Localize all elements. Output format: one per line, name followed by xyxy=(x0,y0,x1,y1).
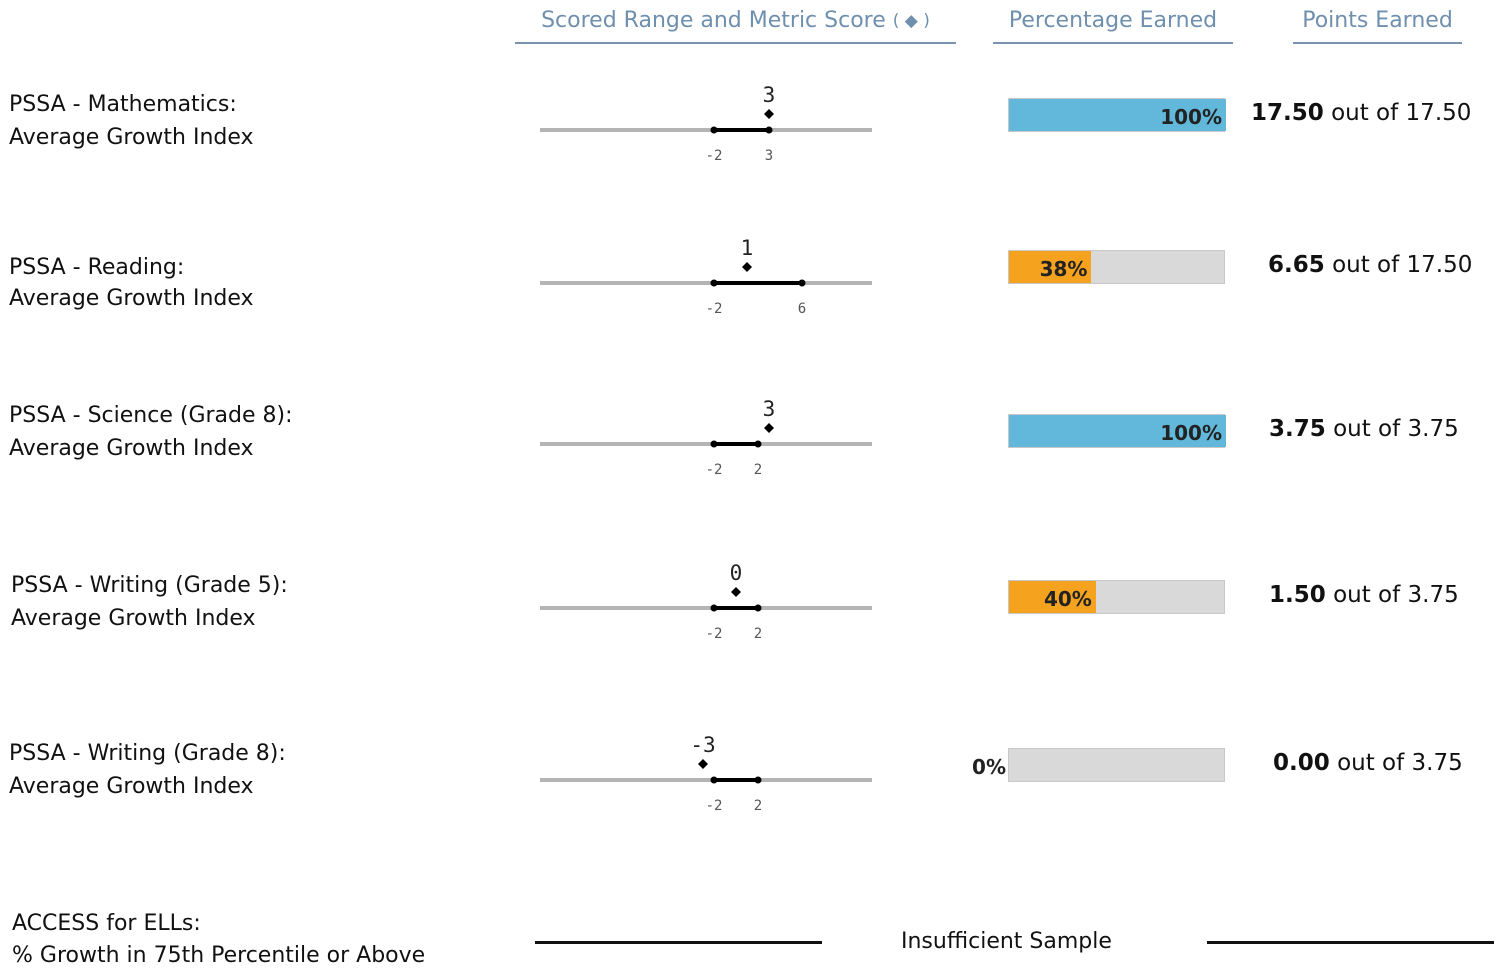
divider-line-right xyxy=(1207,941,1494,944)
header-scored-range: Scored Range and Metric Score ( ◆ ) xyxy=(515,4,956,44)
percentage-bar-fill xyxy=(1009,581,1096,613)
range-high-endpoint xyxy=(754,440,762,448)
points-earned: 1.50 out of 3.75 xyxy=(1269,582,1459,608)
points-earned-value: 6.65 xyxy=(1268,252,1325,278)
range-low-tick-label: -2 xyxy=(706,798,723,814)
diamond-legend-icon: ( ◆ ) xyxy=(892,11,930,31)
metric-score-diamond-icon xyxy=(698,759,708,769)
percentage-value: 100% xyxy=(1160,421,1222,445)
score-range-gauge: -2 3 3 xyxy=(0,75,1504,175)
header-points-earned: Points Earned xyxy=(1293,4,1462,44)
range-high-tick-label: 2 xyxy=(754,798,762,814)
score-range-gauge: -2 2 3 xyxy=(0,389,1504,489)
range-low-endpoint xyxy=(710,604,718,612)
range-high-tick-label: 3 xyxy=(765,148,773,164)
metric-score-diamond-icon xyxy=(731,587,741,597)
metric-name-line2: Average Growth Index xyxy=(9,436,254,461)
metric-score-label: 3 xyxy=(763,397,776,421)
points-out-of-text: out of xyxy=(1333,416,1401,442)
range-high-endpoint xyxy=(765,126,773,134)
score-range-gauge: -2 2 0 xyxy=(0,553,1504,653)
metric-score-diamond-icon xyxy=(764,423,774,433)
metric-name-line1: PSSA - Writing (Grade 5): xyxy=(11,573,288,598)
header-percentage-earned: Percentage Earned xyxy=(993,4,1233,44)
range-high-tick-label: 2 xyxy=(754,462,762,478)
points-out-of-text: out of xyxy=(1333,582,1401,608)
points-earned-value: 3.75 xyxy=(1269,416,1326,442)
points-possible-value: 17.50 xyxy=(1406,252,1473,278)
range-low-tick-label: -2 xyxy=(706,301,723,317)
metric-name-line2: Average Growth Index xyxy=(11,606,256,631)
range-low-tick-label: -2 xyxy=(706,148,723,164)
points-out-of-text: out of xyxy=(1337,750,1405,776)
metric-name-line1: PSSA - Reading: xyxy=(9,255,185,280)
score-range-gauge: -2 2 -3 xyxy=(0,725,1504,825)
range-high-endpoint xyxy=(754,776,762,784)
points-out-of-text: out of xyxy=(1332,252,1400,278)
range-low-endpoint xyxy=(710,776,718,784)
points-possible-value: 17.50 xyxy=(1405,100,1472,126)
metric-score-label: 1 xyxy=(741,236,754,260)
points-earned-value: 1.50 xyxy=(1269,582,1326,608)
metric-name-line2: Average Growth Index xyxy=(9,125,254,150)
metric-score-label: -3 xyxy=(690,733,715,757)
metric-score-diamond-icon xyxy=(742,262,752,272)
range-low-tick-label: -2 xyxy=(706,462,723,478)
metric-name-line2: Average Growth Index xyxy=(9,286,254,311)
gauge-svg: -2 6 1 xyxy=(540,236,872,317)
metric-name-line1: ACCESS for ELLs: xyxy=(12,911,201,936)
percentage-bar: 100% xyxy=(1008,414,1226,448)
range-low-endpoint xyxy=(710,440,718,448)
gauge-svg: -2 2 0 xyxy=(540,561,872,642)
points-earned: 6.65 out of 17.50 xyxy=(1268,252,1472,278)
percentage-value: 38% xyxy=(1039,257,1088,281)
percentage-bar-fill xyxy=(1009,99,1226,131)
gauge-svg: -2 2 -3 xyxy=(540,733,872,814)
range-high-tick-label: 6 xyxy=(798,301,806,317)
percentage-bar: 100% xyxy=(1008,98,1226,132)
range-high-tick-label: 2 xyxy=(754,626,762,642)
percentage-bar-fill xyxy=(1009,415,1226,447)
range-low-endpoint xyxy=(710,279,718,287)
percentage-bar: 0% xyxy=(972,748,1225,782)
gauge-svg: -2 3 3 xyxy=(540,83,872,164)
percentage-value: 40% xyxy=(1043,587,1092,611)
metric-score-label: 0 xyxy=(730,561,743,585)
points-possible-value: 3.75 xyxy=(1411,750,1463,776)
metric-name-line2: Average Growth Index xyxy=(9,774,254,799)
score-range-gauge: -2 6 1 xyxy=(0,228,1504,328)
metric-name-line2: % Growth in 75th Percentile or Above xyxy=(12,943,426,968)
metric-name-line1: PSSA - Mathematics: xyxy=(9,92,237,117)
divider-line-left xyxy=(535,941,822,944)
points-out-of-text: out of xyxy=(1331,100,1399,126)
percentage-value: 100% xyxy=(1160,105,1222,129)
range-low-tick-label: -2 xyxy=(706,626,723,642)
range-low-endpoint xyxy=(710,126,718,134)
points-earned: 17.50 out of 17.50 xyxy=(1251,100,1471,126)
metric-name-line1: PSSA - Science (Grade 8): xyxy=(9,403,293,428)
insufficient-sample-text: Insufficient Sample xyxy=(901,929,1112,954)
range-high-endpoint xyxy=(754,604,762,612)
percentage-bar: 38% xyxy=(1008,250,1225,284)
points-possible-value: 3.75 xyxy=(1407,416,1459,442)
points-earned-value: 0.00 xyxy=(1273,750,1330,776)
metric-score-diamond-icon xyxy=(764,109,774,119)
points-earned: 3.75 out of 3.75 xyxy=(1269,416,1459,442)
range-high-endpoint xyxy=(798,279,806,287)
metric-score-label: 3 xyxy=(763,83,776,107)
points-earned: 0.00 out of 3.75 xyxy=(1273,750,1463,776)
metric-name-line1: PSSA - Writing (Grade 8): xyxy=(9,741,286,766)
percentage-bar: 40% xyxy=(1008,580,1225,614)
gauge-svg: -2 2 3 xyxy=(540,397,872,478)
percentage-bar-fill xyxy=(1009,251,1092,283)
header-scored-range-text: Scored Range and Metric Score xyxy=(541,8,886,33)
points-earned-value: 17.50 xyxy=(1251,100,1324,126)
points-possible-value: 3.75 xyxy=(1407,582,1459,608)
percentage-value: 0% xyxy=(972,755,1006,779)
